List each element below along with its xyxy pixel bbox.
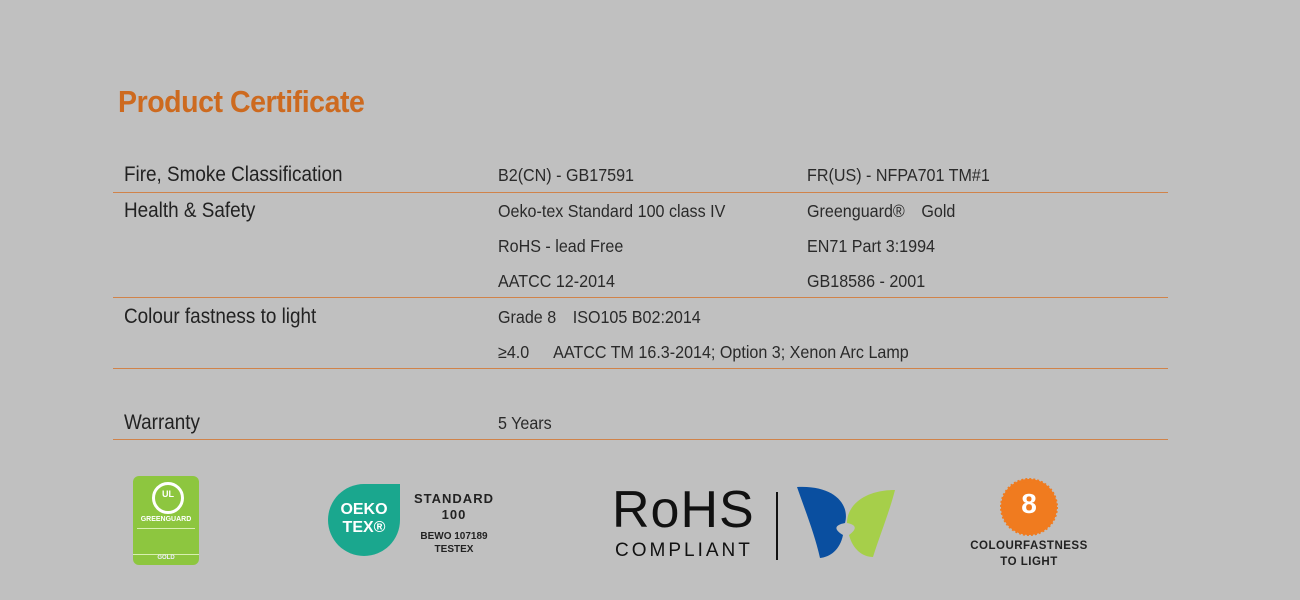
oekotex-logo: OEKO TEX® xyxy=(328,484,400,556)
row-label-colourfastness: Colour fastness to light xyxy=(124,305,317,328)
iso-text: ISO105 B02:2014 xyxy=(572,307,701,327)
page-title: Product Certificate xyxy=(118,84,365,119)
colourfastness-badge-icon xyxy=(1000,478,1058,536)
health-en71: EN71 Part 3:1994 xyxy=(807,236,935,256)
butterfly-icon xyxy=(797,486,895,558)
divider xyxy=(113,368,1168,369)
oekotex-mark: OEKO TEX® xyxy=(328,501,400,537)
oekotex-standard: STANDARD xyxy=(414,491,494,506)
divider xyxy=(137,528,195,549)
greenguard-name: GREENGUARD xyxy=(140,516,192,523)
tex-text: TEX® xyxy=(342,519,386,536)
grade-text: Grade 8 xyxy=(498,307,557,327)
colourfastness-grade: Grade 8 ISO105 B02:2014 xyxy=(498,307,701,328)
greenguard-tier-label: GOLD xyxy=(133,554,199,561)
butterfly-wing-green xyxy=(847,490,895,557)
oekotex-testex: TESTEX xyxy=(434,544,474,555)
colourfastness-line2: TO LIGHT xyxy=(1000,556,1058,568)
colourfastness-number: 8 xyxy=(1021,488,1037,519)
row-label-fire: Fire, Smoke Classification xyxy=(124,163,343,186)
fire-value-us: FR(US) - NFPA701 TM#1 xyxy=(807,165,990,185)
health-greenguard: Greenguard® Gold xyxy=(807,201,955,222)
greenguard-logo: UL GREENGUARD GOLD xyxy=(133,476,199,565)
divider xyxy=(776,492,778,560)
rohs-compliant: COMPLIANT xyxy=(615,540,753,561)
warranty-value: 5 Years xyxy=(498,413,552,433)
ul-badge-icon: UL xyxy=(152,482,184,514)
health-oekotex: Oeko-tex Standard 100 class IV xyxy=(498,201,726,221)
divider xyxy=(113,439,1168,440)
row-label-health: Health & Safety xyxy=(124,199,256,222)
oekotex-100: 100 xyxy=(441,507,467,522)
greenguard-tier: Gold xyxy=(921,201,956,221)
health-rohs: RoHS - lead Free xyxy=(498,236,624,256)
oekotex-bewo: BEWO 107189 xyxy=(420,531,488,542)
health-aatcc: AATCC 12-2014 xyxy=(498,271,615,291)
row-label-warranty: Warranty xyxy=(124,411,200,434)
fire-value-cn: B2(CN) - GB17591 xyxy=(498,165,635,185)
butterfly-wing-blue xyxy=(797,486,846,558)
divider xyxy=(113,192,1168,193)
rohs-text: RoHS xyxy=(612,481,755,539)
aatcc-text: AATCC TM 16.3-2014; Option 3; Xenon Arc … xyxy=(553,342,909,362)
health-gb18586: GB18586 - 2001 xyxy=(807,271,926,291)
rating-text: ≥4.0 xyxy=(498,342,530,362)
colourfastness-line1: COLOURFASTNESS xyxy=(970,540,1088,552)
colourfastness-aatcc: ≥4.0 AATCC TM 16.3-2014; Option 3; Xenon … xyxy=(498,342,909,363)
oeko-text: OEKO xyxy=(340,501,388,518)
divider xyxy=(113,297,1168,298)
greenguard-text: Greenguard® xyxy=(807,201,905,221)
